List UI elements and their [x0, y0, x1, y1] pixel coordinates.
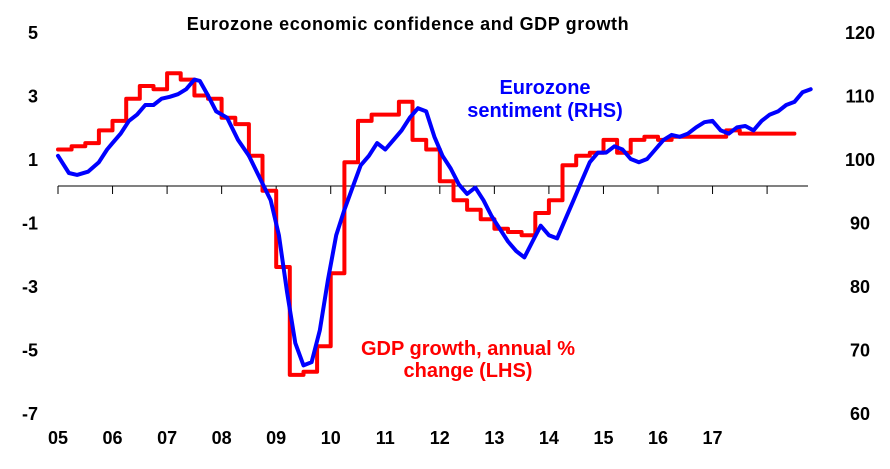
left-axis-tick-label: -7	[22, 404, 38, 424]
left-axis-tick-label: -5	[22, 341, 38, 361]
right-axis-tick-label: 80	[850, 277, 870, 297]
sentiment-series-label: Eurozone sentiment (RHS)	[467, 77, 623, 122]
left-axis-tick-label: -1	[22, 214, 38, 234]
axes: 05 06 07 08 09 10 11 12 13 14 15 16 17 5 3 1 -1 -3 -5 -7 120…	[22, 23, 875, 448]
x-tick-label-08: 08	[212, 428, 232, 448]
left-axis-tick-label: 5	[28, 23, 38, 43]
right-axis-tick-label: 60	[850, 404, 870, 424]
series-lines	[56, 71, 813, 377]
right-axis-tick-label: 90	[850, 214, 870, 234]
x-tick-label-09: 09	[266, 428, 286, 448]
gdp-series-label: GDP growth, annual % change (LHS)	[361, 338, 575, 382]
x-tick-label-07: 07	[157, 428, 177, 448]
right-axis-tick-label: 100	[845, 150, 875, 170]
left-axis-tick-label: -3	[22, 277, 38, 297]
x-tick-label-05: 05	[48, 428, 68, 448]
left-axis-tick-label: 3	[28, 87, 38, 107]
chart-title: Eurozone economic confidence and GDP gro…	[187, 14, 630, 34]
x-tick-label-13: 13	[484, 428, 504, 448]
gdp-growth-line	[56, 71, 797, 377]
series-labels: GDP growth, annual % change (LHS) Eurozone…	[361, 77, 623, 382]
x-tick-label-16: 16	[648, 428, 668, 448]
x-tick-label-17: 17	[703, 428, 723, 448]
x-tick-label-10: 10	[321, 428, 341, 448]
x-tick-label-15: 15	[593, 428, 613, 448]
x-tick-label-12: 12	[430, 428, 450, 448]
sentiment-line	[56, 77, 813, 368]
x-tick-label-06: 06	[103, 428, 123, 448]
right-axis-tick-label: 120	[845, 23, 875, 43]
x-tick-label-14: 14	[539, 428, 559, 448]
right-axis-tick-label: 110	[845, 87, 874, 107]
left-axis-tick-label: 1	[28, 150, 38, 170]
x-tick-label-11: 11	[376, 428, 395, 448]
right-axis-tick-label: 70	[850, 341, 870, 361]
